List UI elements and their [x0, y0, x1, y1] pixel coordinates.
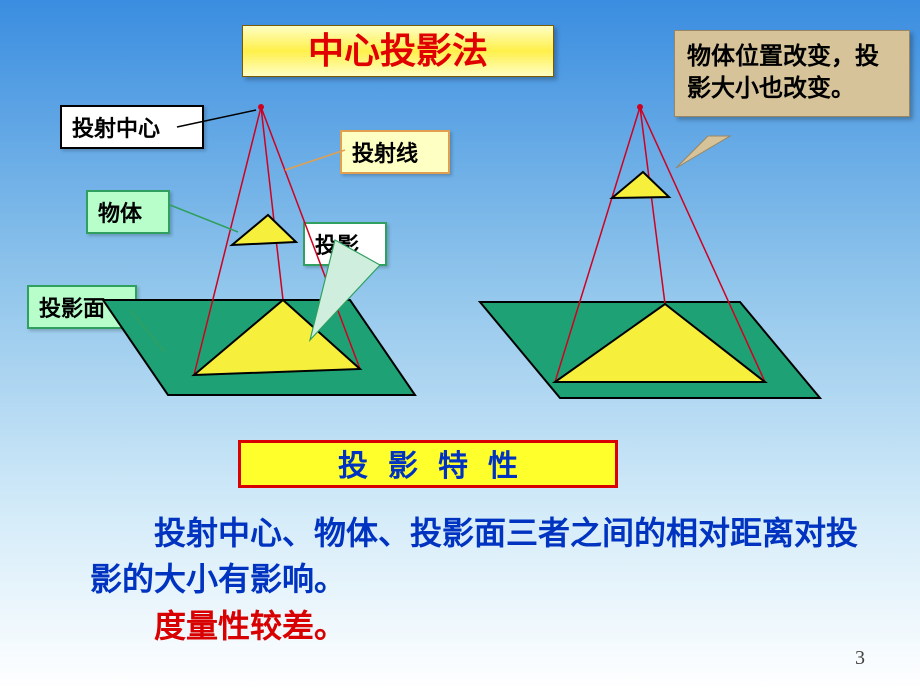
body-text: 投射中心、物体、投影面三者之间的相对距离对投影的大小有影响。 度量性较差。 — [90, 510, 870, 649]
body-line2: 度量性较差。 — [90, 608, 346, 644]
body-line1: 投射中心、物体、投影面三者之间的相对距离对投影的大小有影响。 — [90, 515, 858, 597]
characteristics-heading: 投影特性 — [238, 440, 618, 488]
projection-diagram — [20, 90, 900, 430]
page-number: 3 — [855, 647, 865, 670]
title: 中心投影法 — [242, 25, 554, 77]
